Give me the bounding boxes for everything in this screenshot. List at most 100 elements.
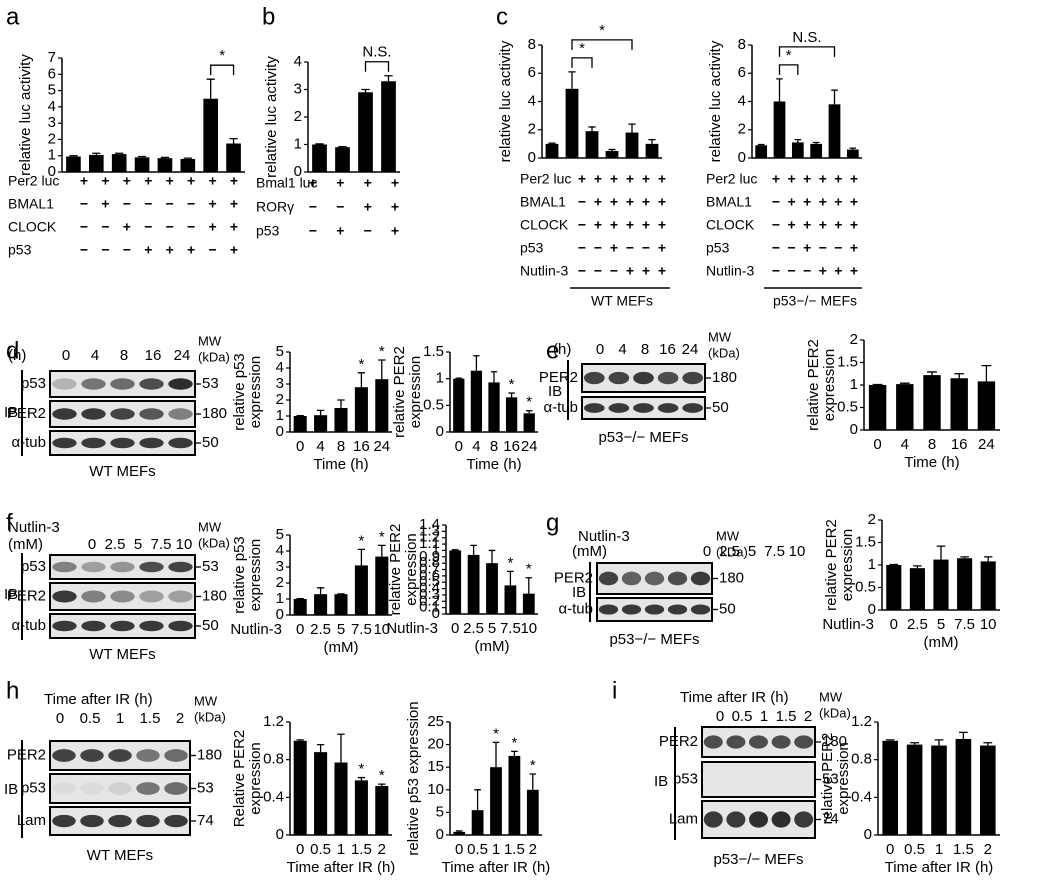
bar (88, 154, 104, 172)
condition-sign: − (166, 219, 174, 235)
error-bar (628, 123, 636, 133)
blot-band (168, 378, 193, 390)
lane-label: 1 (116, 710, 124, 727)
x-tick-label: 1.5 (953, 841, 974, 858)
condition-sign: − (819, 240, 827, 256)
error-bar (470, 544, 477, 555)
bar (505, 397, 518, 432)
mw-header: (kDa) (194, 709, 226, 724)
significance-label: * (786, 47, 792, 64)
y-tick-label: 2 (528, 121, 536, 138)
y-tick-label: 6 (738, 64, 746, 81)
error-bar (959, 731, 968, 739)
condition-sign: + (788, 171, 796, 187)
y-axis-label: expression (839, 529, 856, 602)
error-bar (960, 556, 969, 559)
condition-sign: + (208, 173, 216, 189)
blot-band (52, 437, 77, 449)
condition-sign: + (819, 217, 827, 233)
error-bar (316, 743, 325, 753)
x-tick-label: 24 (521, 438, 538, 455)
y-tick-label: 1 (276, 407, 284, 424)
blot-band (52, 408, 77, 420)
lane-label: 8 (120, 347, 128, 364)
condition-label: Per2 luc (8, 173, 59, 189)
condition-label: BMAL1 (8, 196, 54, 212)
blot-band (667, 604, 688, 615)
bar (828, 104, 841, 158)
blot-header: (mM) (572, 543, 607, 560)
significance-label: N.S. (362, 44, 391, 61)
y-tick-label: 0 (276, 826, 284, 843)
error-bar (115, 152, 124, 155)
condition-sign: − (364, 223, 372, 239)
condition-sign: − (788, 263, 796, 279)
ib-label: IB (4, 781, 18, 798)
bar (180, 158, 196, 172)
y-tick-label: 1.4 (419, 516, 440, 533)
x-tick-label: 0 (451, 620, 459, 637)
condition-sign: − (772, 194, 780, 210)
y-tick-label: 0 (864, 826, 872, 843)
blot-band (771, 811, 791, 828)
mw-label: 53 (822, 770, 839, 787)
condition-sign: + (834, 217, 842, 233)
blot-band (657, 403, 679, 413)
mw-header: (kDa) (819, 705, 851, 720)
error-bar (337, 399, 345, 408)
x-tick-label: 7.5 (351, 621, 372, 638)
error-bar (337, 733, 345, 763)
significance-bracket (571, 39, 633, 50)
condition-sign: − (187, 219, 195, 235)
condition-sign: + (208, 219, 216, 235)
lane-label: 5 (748, 543, 756, 560)
error-bar (378, 359, 386, 380)
error-bar (316, 587, 325, 595)
blot-band (110, 378, 135, 390)
y-axis-label: relative luc activity (263, 56, 280, 178)
error-bar (526, 410, 533, 414)
bar (791, 142, 804, 158)
mw-header: (kDa) (198, 349, 230, 364)
significance-label: * (507, 554, 513, 571)
lane-label: 24 (174, 347, 191, 364)
bar (471, 810, 484, 835)
condition-sign: − (772, 263, 780, 279)
x-tick-label: 1 (492, 841, 500, 858)
x-axis-label: Nutlin-3 (230, 621, 282, 638)
blot-header: Nutlin-3 (578, 528, 630, 545)
error-bar (936, 545, 946, 560)
blot-band (598, 604, 619, 615)
x-tick-label: 4 (901, 436, 909, 453)
condition-label: CLOCK (8, 219, 57, 235)
y-tick-label: 3 (276, 375, 284, 392)
blot-band (794, 811, 814, 828)
bar (906, 744, 923, 835)
y-tick-label: 2 (276, 574, 284, 591)
condition-sign: + (850, 263, 858, 279)
condition-sign: + (230, 196, 238, 212)
bar (381, 81, 396, 172)
x-tick-label: 16 (353, 438, 370, 455)
significance-bracket (778, 64, 799, 75)
blot-caption: p53−/− MEFs (609, 631, 699, 648)
condition-label: Per2 luc (706, 171, 757, 187)
mw-header: (kDa) (716, 544, 748, 559)
blot-band (110, 590, 135, 603)
x-axis-label: Time after IR (h) (442, 859, 551, 876)
x-axis-label: (mM) (475, 638, 510, 655)
bar (950, 378, 968, 430)
blot-header: (h) (8, 347, 26, 364)
blot-band (168, 590, 193, 603)
error-bar (361, 88, 370, 93)
blot-band (81, 408, 106, 420)
y-tick-label: 0 (528, 149, 536, 166)
blot-band (583, 371, 605, 385)
bar (314, 594, 328, 615)
x-tick-label: 7.5 (500, 620, 521, 637)
y-tick-label: 4 (294, 53, 302, 70)
y-tick-label: 20 (427, 736, 444, 753)
lane-label: 10 (789, 543, 806, 560)
significance-label: * (599, 22, 605, 39)
condition-sign: + (364, 175, 372, 191)
